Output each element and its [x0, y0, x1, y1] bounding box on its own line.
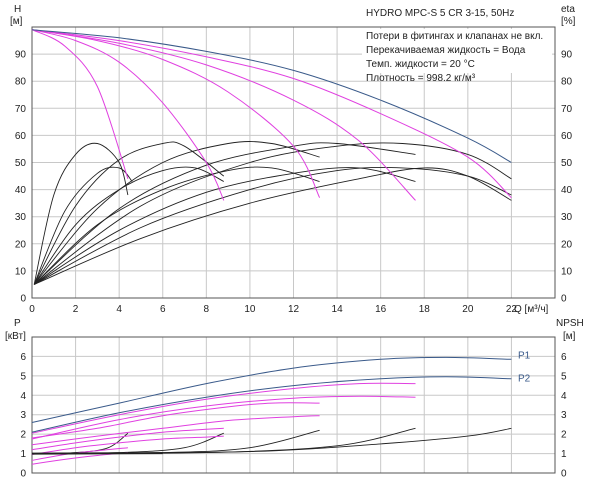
- power-curve: [31, 382, 416, 434]
- bottom-left-tick-label: 3: [20, 410, 26, 421]
- p2-curve: [31, 376, 512, 433]
- bottom-right-tick-label: 4: [561, 391, 567, 402]
- bottom-left-axis-unit: [кВт]: [5, 331, 26, 342]
- bottom-right-tick-label: 6: [561, 352, 567, 363]
- efficiency-curve: [33, 166, 224, 285]
- bottom-left-tick-label: 2: [20, 430, 26, 441]
- power-curve: [31, 415, 320, 446]
- chart-title: HYDRO MPC-S 5 CR 3-15, 50Hz: [366, 8, 514, 19]
- top-right-tick-label: 80: [561, 77, 573, 88]
- x-tick-label: 6: [160, 304, 166, 315]
- series-label-p2: P2: [518, 374, 531, 385]
- x-tick-label: 14: [332, 304, 344, 315]
- power-series-labels: P1 P2: [518, 350, 531, 384]
- top-left-tick-label: 60: [15, 131, 27, 142]
- top-left-tick-label: 20: [15, 239, 27, 250]
- x-tick-label: 2: [73, 304, 79, 315]
- top-right-axis-label: eta: [561, 4, 575, 15]
- bottom-right-tick-label: 2: [561, 430, 567, 441]
- top-right-tick-label: 20: [561, 239, 573, 250]
- efficiency-curve: [33, 142, 512, 285]
- x-tick-label: 0: [29, 304, 35, 315]
- bottom-chart-ticks: 0 1 2 3 4 5 6 0 1 2 3 4 5 6: [20, 352, 567, 480]
- top-right-tick-label: 70: [561, 104, 573, 115]
- bottom-chart-frame: [31, 336, 556, 474]
- head-curve: [31, 29, 416, 201]
- bottom-left-tick-label: 6: [20, 352, 26, 363]
- efficiency-curve: [33, 142, 416, 285]
- x-tick-label: 12: [288, 304, 300, 315]
- bottom-left-tick-label: 4: [20, 391, 26, 402]
- top-left-tick-label: 30: [15, 212, 27, 223]
- info-line-fittings: Потери в фитингах и клапанах не вкл.: [366, 30, 543, 42]
- top-left-tick-label: 80: [15, 77, 27, 88]
- bottom-left-tick-label: 5: [20, 371, 26, 382]
- top-left-tick-label: 90: [15, 50, 27, 61]
- efficiency-curve: [33, 166, 320, 285]
- power-curve: [31, 435, 224, 455]
- x-tick-label: 4: [116, 304, 122, 315]
- bottom-left-tick-label: 0: [20, 469, 26, 480]
- head-curve: [31, 29, 225, 201]
- x-tick-label: 22: [506, 304, 518, 315]
- top-right-tick-label: 10: [561, 266, 573, 277]
- efficiency-curve: [33, 141, 225, 285]
- efficiency-curve: [33, 141, 320, 285]
- x-tick-label: 8: [204, 304, 210, 315]
- top-left-tick-label: 40: [15, 185, 27, 196]
- power-curve: [31, 395, 416, 440]
- power-curve: [31, 427, 224, 451]
- x-tick-label: 16: [375, 304, 387, 315]
- top-chart-curves: [31, 29, 512, 285]
- top-right-axis-unit: [%]: [561, 16, 576, 27]
- top-left-tick-label: 50: [15, 158, 27, 169]
- x-tick-label: 10: [244, 304, 256, 315]
- top-right-tick-label: 90: [561, 50, 573, 61]
- top-left-tick-label: 0: [20, 294, 26, 305]
- x-axis-label: Q [м³/ч]: [514, 304, 549, 315]
- top-left-tick-label: 70: [15, 104, 27, 115]
- x-tick-label: 18: [419, 304, 431, 315]
- head-curve: [31, 29, 321, 198]
- top-right-tick-label: 40: [561, 185, 573, 196]
- series-label-p1: P1: [518, 350, 531, 361]
- head-curve: [31, 29, 512, 199]
- x-tick-label: 20: [462, 304, 474, 315]
- p1-curve: [31, 356, 512, 423]
- efficiency-curve: [33, 166, 133, 285]
- top-chart-ticks: 0 2 4 6 8 10 12 14 16 18 20 22 0 10 20 30 40 50 60 70 80 90 0 1…: [15, 50, 573, 315]
- bottom-left-tick-label: 1: [20, 449, 26, 460]
- bottom-chart-curves: [31, 356, 512, 465]
- power-curve: [31, 447, 128, 461]
- bottom-right-tick-label: 0: [561, 469, 567, 480]
- info-line-density: Плотность = 998.2 кг/м³: [366, 73, 476, 84]
- head-curve: [31, 29, 512, 163]
- top-right-tick-label: 30: [561, 212, 573, 223]
- bottom-right-tick-label: 1: [561, 449, 567, 460]
- top-right-tick-label: 50: [561, 158, 573, 169]
- bottom-right-tick-label: 3: [561, 410, 567, 421]
- bottom-right-axis-label: NPSH: [556, 318, 584, 329]
- info-box-background: [362, 29, 552, 73]
- top-right-tick-label: 0: [561, 294, 567, 305]
- head-curve: [31, 29, 129, 179]
- top-left-axis-unit: [м]: [10, 16, 23, 27]
- efficiency-curve: [33, 166, 512, 285]
- bottom-left-axis-label: P: [14, 318, 21, 329]
- bottom-right-axis-unit: [м]: [563, 331, 576, 342]
- efficiency-curve: [34, 167, 512, 285]
- top-chart-frame: [31, 26, 556, 299]
- power-curve: [31, 402, 320, 439]
- bottom-right-tick-label: 5: [561, 371, 567, 382]
- efficiency-curve: [33, 142, 129, 285]
- info-line-temperature: Темп. жидкости = 20 °C: [366, 59, 475, 70]
- top-right-tick-label: 60: [561, 131, 573, 142]
- top-left-tick-label: 10: [15, 266, 27, 277]
- top-left-axis-label: H: [14, 4, 21, 15]
- info-line-liquid: Перекачиваемая жидкость = Вода: [366, 45, 526, 56]
